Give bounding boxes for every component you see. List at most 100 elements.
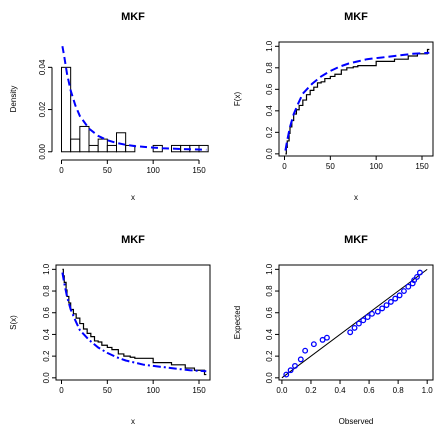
pp-points: [283, 269, 423, 378]
y-tick-label: 0.6: [265, 307, 274, 319]
x-axis-label: x: [131, 417, 135, 426]
y-tick-label: 0.8: [42, 285, 51, 297]
fitted-curve: [284, 51, 430, 151]
chart-title: MKF: [121, 234, 145, 246]
y-axis: 0.0 0.2 0.4 0.6 0.8 1.0: [265, 263, 280, 384]
survival-panel: MKF x S(x) 0 50 100 150 0.0 0.2 0.4 0.6 0.8 1.0: [9, 234, 211, 426]
y-tick-label: 0.8: [265, 62, 274, 74]
density-panel: MKF x Density 0 50 100 150 0.00 0.02 0.04: [9, 11, 209, 202]
y-tick-label: 0.00: [38, 143, 47, 159]
pp-point: [351, 324, 358, 331]
x-tick-label: 0: [59, 386, 64, 395]
x-tick-label: 100: [146, 166, 160, 175]
y-axis: 0.0 0.2 0.4 0.6 0.8 1.0: [42, 263, 57, 384]
y-tick-label: 1.0: [265, 263, 274, 275]
y-tick-label: 0.2: [42, 350, 51, 362]
y-tick-label: 1.0: [265, 40, 274, 52]
x-tick-label: 150: [415, 162, 429, 171]
pp-point: [355, 320, 362, 327]
x-tick-label: 50: [326, 162, 335, 171]
y-axis-label: S(x): [9, 315, 18, 330]
empirical-step-line: [285, 48, 430, 155]
x-tick-label: 100: [146, 386, 160, 395]
x-tick-label: 0.2: [305, 386, 317, 395]
y-tick-label: 0.4: [265, 328, 274, 340]
histogram-bar: [70, 138, 81, 153]
x-axis: 0.0 0.2 0.4 0.6 0.8 1.0: [276, 379, 434, 395]
y-tick-label: 0.4: [265, 105, 274, 117]
pp-point: [374, 308, 381, 315]
y-tick-label: 0.02: [38, 101, 47, 117]
histogram-bar: [116, 132, 127, 153]
x-tick-label: 0: [59, 166, 64, 175]
x-axis-label: x: [354, 193, 358, 202]
x-axis: 0 50 100 150: [59, 379, 206, 395]
x-tick-label: 0.8: [393, 386, 405, 395]
y-tick-label: 0.2: [265, 126, 274, 138]
pp-point: [302, 347, 309, 354]
pp-point: [369, 310, 375, 317]
pp-point: [347, 329, 354, 336]
y-tick-label: 0.0: [265, 148, 274, 160]
pp-point: [297, 356, 304, 363]
y-axis-label: Expected: [233, 306, 242, 339]
y-axis-label: F(x): [233, 92, 242, 107]
pp-point: [287, 367, 294, 374]
chart-title: MKF: [344, 11, 368, 23]
cdf-panel: MKF x F(x) 0 50 100 150 0.0 0.2 0.4 0.6 0.8 1.0: [233, 11, 434, 202]
pp-point: [396, 292, 403, 299]
x-tick-label: 0.4: [334, 386, 346, 395]
x-tick-label: 150: [192, 386, 206, 395]
histogram-bar: [97, 138, 108, 153]
y-tick-label: 0.4: [42, 328, 51, 340]
pp-point: [364, 314, 371, 321]
pp-point: [383, 302, 390, 309]
histogram-bar: [79, 125, 90, 153]
x-tick-label: 150: [192, 166, 206, 175]
histogram-bar: [61, 66, 72, 153]
pp-point: [283, 371, 290, 378]
pp-point: [416, 269, 423, 276]
pp-point: [387, 298, 394, 305]
y-axis: 0.0 0.2 0.4 0.6 0.8 1.0: [265, 40, 280, 160]
pp-point: [310, 341, 317, 348]
pp-point: [414, 273, 420, 280]
x-axis-label: x: [131, 193, 135, 202]
pp-point: [400, 288, 407, 294]
x-tick-label: 1.0: [422, 386, 434, 395]
y-axis-label: Density: [9, 86, 18, 113]
pp-point: [319, 336, 326, 343]
histogram-bars: [61, 66, 209, 153]
y-tick-label: 0.0: [42, 372, 51, 384]
x-tick-label: 0.6: [364, 386, 376, 395]
x-axis: 0 50 100 150: [59, 159, 206, 175]
x-tick-label: 50: [103, 166, 112, 175]
pp-point: [411, 277, 418, 284]
x-tick-label: 0: [282, 162, 287, 171]
fitted-density-curve: [61, 46, 207, 151]
pp-point: [405, 283, 412, 290]
y-tick-label: 0.0: [265, 372, 274, 384]
reference-line: [281, 268, 428, 379]
x-tick-label: 50: [103, 386, 112, 395]
x-tick-label: 100: [369, 162, 383, 171]
x-axis-label: Observed: [339, 417, 374, 426]
y-tick-label: 0.6: [265, 83, 274, 95]
y-axis: 0.00 0.02 0.04: [38, 59, 53, 160]
chart-title: MKF: [344, 234, 368, 246]
plot-frame: [278, 41, 434, 157]
empirical-step-line: [62, 268, 207, 376]
histogram-bar: [106, 144, 118, 153]
pp-point: [392, 295, 399, 302]
y-tick-label: 1.0: [42, 263, 51, 275]
y-tick-label: 0.2: [265, 350, 274, 362]
pp-point: [292, 362, 298, 369]
histogram-bar: [88, 144, 99, 153]
chart-title: MKF: [121, 11, 145, 23]
pp-point: [360, 317, 367, 324]
y-tick-label: 0.04: [38, 59, 47, 75]
pp-point: [379, 305, 386, 312]
fitted-curve: [61, 272, 207, 373]
